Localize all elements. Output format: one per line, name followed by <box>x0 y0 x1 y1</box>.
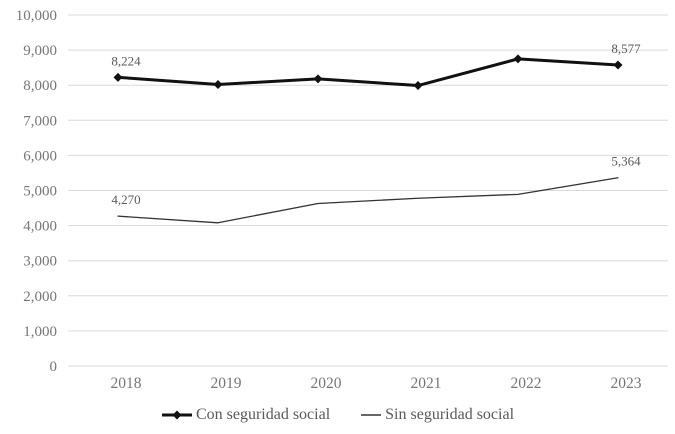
y-axis-tick-label: 3,000 <box>23 254 57 270</box>
y-axis-tick-label: 4,000 <box>23 219 57 235</box>
data-point-diamond-icon <box>413 81 423 91</box>
legend-item-con-seguridad-social: Con seguridad social <box>161 406 330 424</box>
data-point-diamond-icon <box>313 74 323 84</box>
series-line-con-seguridad-social <box>116 57 620 88</box>
y-axis-tick-label: 9,000 <box>23 43 57 59</box>
x-axis-tick-label: 2018 <box>111 375 142 392</box>
legend-label: Con seguridad social <box>195 406 331 423</box>
legend-marker-thick-line-diamond-icon <box>161 410 192 420</box>
x-axis-tick-label: 2023 <box>611 375 642 392</box>
x-axis-tick-label: 2019 <box>211 375 242 392</box>
y-axis-tick-label: 10,000 <box>16 8 57 24</box>
x-axis-tick-label: 2022 <box>511 375 542 392</box>
y-axis-tick-label: 8,000 <box>23 78 57 94</box>
data-point-label: 5,364 <box>611 154 641 169</box>
y-axis-tick-label: 5,000 <box>23 184 57 200</box>
x-axis-tick-label: 2021 <box>411 375 442 392</box>
data-point-diamond-icon <box>213 79 223 89</box>
y-axis-tick-label: 7,000 <box>23 113 57 129</box>
y-axis-tick-label: 1,000 <box>23 324 57 340</box>
data-point-diamond-icon <box>513 54 523 64</box>
data-point-label: 8,577 <box>611 41 641 56</box>
data-point-diamond-icon <box>613 60 623 70</box>
legend-label: Sin seguridad social <box>385 406 515 423</box>
data-point-label: 8,224 <box>111 53 141 68</box>
x-axis-tick-label: 2020 <box>311 375 342 392</box>
data-point-diamond-icon <box>113 72 123 82</box>
plot-area: 0 1,000 2,000 3,000 4,000 5,000 6,000 7,000 8,00… <box>16 8 668 392</box>
y-axis-tick-label: 0 <box>50 359 58 375</box>
y-axis-tick-label: 6,000 <box>23 148 57 164</box>
y-axis-tick-label: 2,000 <box>23 289 57 305</box>
legend-item-sin-seguridad-social: Sin seguridad social <box>360 406 514 424</box>
data-point-label: 4,270 <box>111 192 140 207</box>
legend-marker-thin-line-icon <box>361 414 382 416</box>
chart-legend: Con seguridad social Sin seguridad socia… <box>0 398 675 432</box>
series-line-sin-seguridad-social <box>117 177 619 224</box>
